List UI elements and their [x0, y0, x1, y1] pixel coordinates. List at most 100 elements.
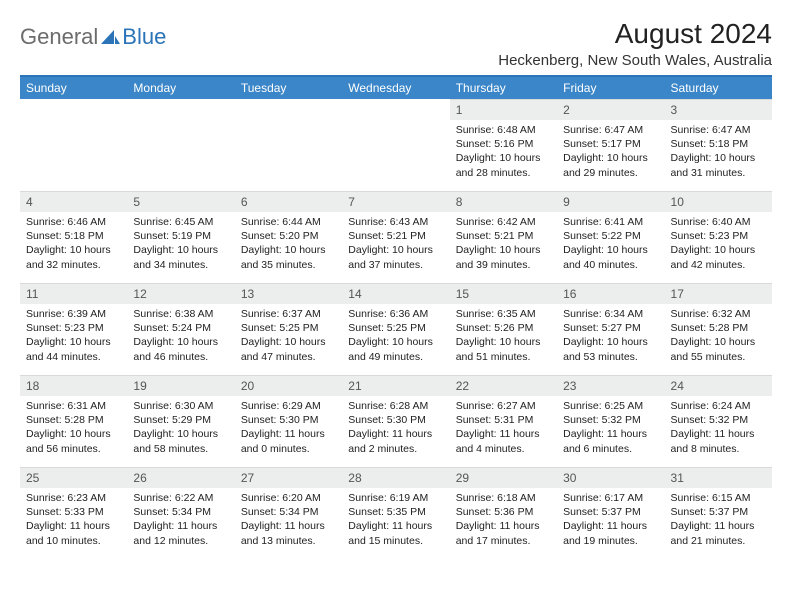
- calendar-cell: 11Sunrise: 6:39 AMSunset: 5:23 PMDayligh…: [20, 283, 127, 375]
- calendar-cell: [20, 99, 127, 191]
- day-content: Sunrise: 6:23 AMSunset: 5:33 PMDaylight:…: [20, 488, 127, 552]
- calendar-cell: 28Sunrise: 6:19 AMSunset: 5:35 PMDayligh…: [342, 467, 449, 559]
- calendar-cell: [235, 99, 342, 191]
- day-content: Sunrise: 6:19 AMSunset: 5:35 PMDaylight:…: [342, 488, 449, 552]
- day-content: Sunrise: 6:37 AMSunset: 5:25 PMDaylight:…: [235, 304, 342, 368]
- calendar-cell: 14Sunrise: 6:36 AMSunset: 5:25 PMDayligh…: [342, 283, 449, 375]
- calendar-cell: 13Sunrise: 6:37 AMSunset: 5:25 PMDayligh…: [235, 283, 342, 375]
- calendar-cell: 6Sunrise: 6:44 AMSunset: 5:20 PMDaylight…: [235, 191, 342, 283]
- day-number: 16: [557, 283, 664, 304]
- day-content: Sunrise: 6:44 AMSunset: 5:20 PMDaylight:…: [235, 212, 342, 276]
- empty-cell: [235, 99, 342, 119]
- day-number: 15: [450, 283, 557, 304]
- calendar-cell: 26Sunrise: 6:22 AMSunset: 5:34 PMDayligh…: [127, 467, 234, 559]
- day-content: Sunrise: 6:46 AMSunset: 5:18 PMDaylight:…: [20, 212, 127, 276]
- calendar-cell: 9Sunrise: 6:41 AMSunset: 5:22 PMDaylight…: [557, 191, 664, 283]
- weekday-header: Friday: [557, 76, 664, 99]
- day-number: 14: [342, 283, 449, 304]
- day-number: 22: [450, 375, 557, 396]
- day-content: Sunrise: 6:18 AMSunset: 5:36 PMDaylight:…: [450, 488, 557, 552]
- day-number: 19: [127, 375, 234, 396]
- day-content: Sunrise: 6:28 AMSunset: 5:30 PMDaylight:…: [342, 396, 449, 460]
- day-content: Sunrise: 6:39 AMSunset: 5:23 PMDaylight:…: [20, 304, 127, 368]
- calendar-cell: 17Sunrise: 6:32 AMSunset: 5:28 PMDayligh…: [665, 283, 772, 375]
- calendar-cell: 3Sunrise: 6:47 AMSunset: 5:18 PMDaylight…: [665, 99, 772, 191]
- day-content: Sunrise: 6:47 AMSunset: 5:18 PMDaylight:…: [665, 120, 772, 184]
- day-number: 12: [127, 283, 234, 304]
- weekday-header: Sunday: [20, 76, 127, 99]
- day-content: Sunrise: 6:32 AMSunset: 5:28 PMDaylight:…: [665, 304, 772, 368]
- day-number: 13: [235, 283, 342, 304]
- day-number: 2: [557, 99, 664, 120]
- calendar-cell: 23Sunrise: 6:25 AMSunset: 5:32 PMDayligh…: [557, 375, 664, 467]
- logo-text-blue: Blue: [122, 24, 166, 50]
- calendar-cell: 1Sunrise: 6:48 AMSunset: 5:16 PMDaylight…: [450, 99, 557, 191]
- day-content: Sunrise: 6:43 AMSunset: 5:21 PMDaylight:…: [342, 212, 449, 276]
- day-content: Sunrise: 6:42 AMSunset: 5:21 PMDaylight:…: [450, 212, 557, 276]
- day-number: 7: [342, 191, 449, 212]
- calendar-row: 25Sunrise: 6:23 AMSunset: 5:33 PMDayligh…: [20, 467, 772, 559]
- calendar-row: 11Sunrise: 6:39 AMSunset: 5:23 PMDayligh…: [20, 283, 772, 375]
- calendar-cell: 15Sunrise: 6:35 AMSunset: 5:26 PMDayligh…: [450, 283, 557, 375]
- day-number: 10: [665, 191, 772, 212]
- day-number: 1: [450, 99, 557, 120]
- day-number: 3: [665, 99, 772, 120]
- day-content: Sunrise: 6:38 AMSunset: 5:24 PMDaylight:…: [127, 304, 234, 368]
- calendar-cell: 24Sunrise: 6:24 AMSunset: 5:32 PMDayligh…: [665, 375, 772, 467]
- day-number: 9: [557, 191, 664, 212]
- day-number: 21: [342, 375, 449, 396]
- day-content: Sunrise: 6:22 AMSunset: 5:34 PMDaylight:…: [127, 488, 234, 552]
- day-number: 27: [235, 467, 342, 488]
- calendar-cell: 27Sunrise: 6:20 AMSunset: 5:34 PMDayligh…: [235, 467, 342, 559]
- weekday-header: Saturday: [665, 76, 772, 99]
- day-content: Sunrise: 6:35 AMSunset: 5:26 PMDaylight:…: [450, 304, 557, 368]
- calendar-cell: 31Sunrise: 6:15 AMSunset: 5:37 PMDayligh…: [665, 467, 772, 559]
- day-content: Sunrise: 6:31 AMSunset: 5:28 PMDaylight:…: [20, 396, 127, 460]
- day-content: Sunrise: 6:34 AMSunset: 5:27 PMDaylight:…: [557, 304, 664, 368]
- weekday-header: Tuesday: [235, 76, 342, 99]
- logo-text-general: General: [20, 24, 98, 50]
- day-content: Sunrise: 6:40 AMSunset: 5:23 PMDaylight:…: [665, 212, 772, 276]
- day-content: Sunrise: 6:41 AMSunset: 5:22 PMDaylight:…: [557, 212, 664, 276]
- calendar-head: SundayMondayTuesdayWednesdayThursdayFrid…: [20, 76, 772, 99]
- calendar-body: 1Sunrise: 6:48 AMSunset: 5:16 PMDaylight…: [20, 99, 772, 559]
- day-number: 25: [20, 467, 127, 488]
- calendar-cell: 2Sunrise: 6:47 AMSunset: 5:17 PMDaylight…: [557, 99, 664, 191]
- location: Heckenberg, New South Wales, Australia: [498, 52, 772, 69]
- day-content: Sunrise: 6:36 AMSunset: 5:25 PMDaylight:…: [342, 304, 449, 368]
- day-number: 26: [127, 467, 234, 488]
- logo-sail-icon: [101, 27, 121, 48]
- calendar-cell: 20Sunrise: 6:29 AMSunset: 5:30 PMDayligh…: [235, 375, 342, 467]
- empty-cell: [127, 99, 234, 119]
- calendar-cell: 10Sunrise: 6:40 AMSunset: 5:23 PMDayligh…: [665, 191, 772, 283]
- calendar-cell: 29Sunrise: 6:18 AMSunset: 5:36 PMDayligh…: [450, 467, 557, 559]
- day-number: 11: [20, 283, 127, 304]
- logo: General Blue: [20, 18, 166, 50]
- calendar-cell: [342, 99, 449, 191]
- calendar-cell: 25Sunrise: 6:23 AMSunset: 5:33 PMDayligh…: [20, 467, 127, 559]
- day-number: 28: [342, 467, 449, 488]
- day-content: Sunrise: 6:24 AMSunset: 5:32 PMDaylight:…: [665, 396, 772, 460]
- day-content: Sunrise: 6:45 AMSunset: 5:19 PMDaylight:…: [127, 212, 234, 276]
- header: General Blue August 2024 Heckenberg, New…: [20, 18, 772, 69]
- calendar-cell: 21Sunrise: 6:28 AMSunset: 5:30 PMDayligh…: [342, 375, 449, 467]
- day-content: Sunrise: 6:29 AMSunset: 5:30 PMDaylight:…: [235, 396, 342, 460]
- calendar-cell: 4Sunrise: 6:46 AMSunset: 5:18 PMDaylight…: [20, 191, 127, 283]
- day-number: 29: [450, 467, 557, 488]
- day-content: Sunrise: 6:30 AMSunset: 5:29 PMDaylight:…: [127, 396, 234, 460]
- calendar-row: 4Sunrise: 6:46 AMSunset: 5:18 PMDaylight…: [20, 191, 772, 283]
- calendar-row: 18Sunrise: 6:31 AMSunset: 5:28 PMDayligh…: [20, 375, 772, 467]
- title-block: August 2024 Heckenberg, New South Wales,…: [498, 18, 772, 69]
- day-content: Sunrise: 6:15 AMSunset: 5:37 PMDaylight:…: [665, 488, 772, 552]
- day-number: 24: [665, 375, 772, 396]
- empty-cell: [20, 99, 127, 119]
- weekday-header: Monday: [127, 76, 234, 99]
- day-number: 18: [20, 375, 127, 396]
- day-number: 31: [665, 467, 772, 488]
- calendar-cell: 5Sunrise: 6:45 AMSunset: 5:19 PMDaylight…: [127, 191, 234, 283]
- calendar-row: 1Sunrise: 6:48 AMSunset: 5:16 PMDaylight…: [20, 99, 772, 191]
- day-content: Sunrise: 6:20 AMSunset: 5:34 PMDaylight:…: [235, 488, 342, 552]
- calendar-table: SundayMondayTuesdayWednesdayThursdayFrid…: [20, 75, 772, 559]
- calendar-cell: 7Sunrise: 6:43 AMSunset: 5:21 PMDaylight…: [342, 191, 449, 283]
- empty-cell: [342, 99, 449, 119]
